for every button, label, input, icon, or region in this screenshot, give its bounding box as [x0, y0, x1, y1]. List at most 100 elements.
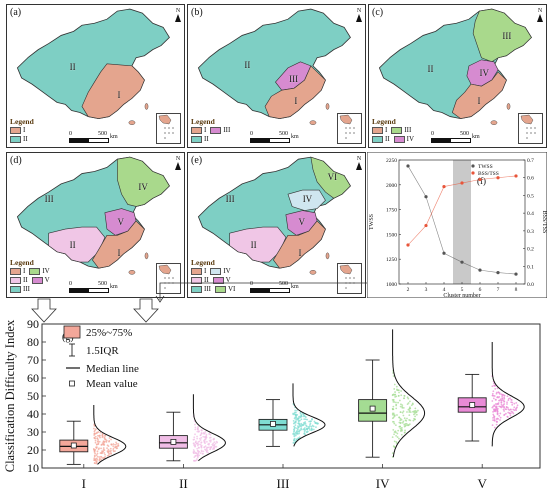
mean-marker [369, 405, 376, 412]
map-legend: Legend I IV II V III [10, 258, 54, 294]
box-group-ii [158, 394, 226, 462]
legend-swatch [210, 127, 222, 134]
region-label: II [427, 63, 434, 74]
north-label: N [356, 156, 362, 162]
map-panel-label: (c) [372, 7, 384, 18]
legend-swatch [191, 136, 202, 143]
region-label: IV [302, 194, 313, 205]
y-tick-label: 60 [27, 371, 39, 385]
legend-item: III [191, 285, 211, 294]
legend-item: IV [29, 267, 50, 276]
scale-tick: 500 [279, 281, 288, 287]
north-arrow-icon: N [537, 8, 543, 22]
map-panel-label: (b) [191, 7, 203, 18]
legend-label: IV [223, 267, 231, 275]
map-panel-a: (a) N II I Legend I II 0 500 km [6, 4, 185, 148]
region-i [81, 63, 145, 119]
legend-label: TWSS [478, 164, 493, 170]
x-tick-label: I [82, 476, 86, 491]
x-tick-label: V [478, 476, 488, 491]
legend-title: Legend [10, 117, 34, 126]
legend-swatch [10, 277, 21, 284]
legend-item: VI [215, 285, 235, 294]
x-tick-label: III [277, 476, 290, 491]
scale-tick: 500 [279, 131, 288, 137]
region-label: II [244, 59, 251, 70]
legend-swatch [10, 286, 21, 293]
map-panel-c: (c) N II III IV I Legend I III II IV 0 500 km [368, 4, 547, 148]
region-iv [287, 189, 326, 211]
scale-bar: 0 500 km [250, 281, 299, 293]
south-china-sea-inset [156, 263, 181, 294]
legend-whisker-label: 1.5IQR [86, 345, 119, 357]
legend-swatch [191, 277, 202, 284]
scale-unit: km [291, 134, 299, 140]
north-label: N [175, 8, 181, 14]
region-label: I [294, 96, 298, 107]
legend-item: III [210, 126, 230, 135]
data-point [478, 177, 482, 182]
y-axis-label: Classification Difficulty Index [3, 319, 17, 472]
scale-bar-graphic [69, 288, 109, 293]
legend-label: III [404, 126, 412, 134]
legend-item: II [191, 135, 209, 144]
legend-item: II [372, 135, 390, 144]
map-drawing [16, 156, 170, 275]
data-point [406, 164, 410, 168]
north-arrow-icon: N [175, 8, 181, 22]
box-group-iii [258, 383, 326, 447]
south-china-sea-inset [337, 113, 362, 144]
scale-tick: 500 [98, 281, 107, 287]
legend-item: IV [210, 267, 231, 276]
legend-marker [471, 171, 475, 175]
data-point [496, 176, 500, 180]
scale-tick: 500 [460, 131, 469, 137]
x-tick-label: II [179, 476, 188, 491]
y-tick-label: 40 [27, 407, 39, 421]
box-legend: 25%~75% 1.5IQR Median line Mean value [63, 325, 139, 390]
y-left-axis-label: TWSS [369, 214, 375, 230]
legend-label: III [204, 285, 211, 293]
north-label: N [356, 8, 362, 14]
south-china-sea-inset [337, 263, 362, 294]
legend-label: BSS/TSS [478, 171, 499, 177]
map-panel-label: (a) [10, 7, 22, 18]
mean-marker [170, 438, 177, 445]
map-panel-d: (d) N III IV II V I Legend I IV II V III 0 500 km [6, 152, 185, 298]
region-ii [229, 226, 287, 263]
mean-marker [270, 421, 276, 427]
y-tick-label: 80 [27, 335, 39, 349]
legend-label: V [44, 276, 50, 284]
density-curve [93, 405, 127, 465]
legend-item: I [372, 126, 387, 135]
y-right-tick-label: 0.1 [527, 264, 534, 270]
region-label: V [117, 216, 125, 227]
density-curve [192, 394, 226, 462]
north-arrow-icon: N [356, 156, 362, 170]
legend-swatch [391, 127, 403, 134]
legend-swatch [215, 286, 226, 293]
data-point [442, 184, 446, 189]
region-label: III [44, 194, 54, 205]
y-tick-label: 70 [27, 353, 39, 367]
classification-difficulty-chart: 10 20 30 40 50 60 70 80 90 Classification Difficu… [3, 317, 541, 491]
scale-unit: km [472, 134, 480, 140]
legend-item: II [191, 276, 209, 285]
y-right-tick-label: 0.5 [527, 193, 534, 199]
legend-label: II [23, 135, 28, 143]
region-label: II [69, 61, 76, 72]
region-iv [117, 156, 170, 207]
legend-swatch [191, 127, 202, 134]
map-legend: Legend I II [10, 117, 34, 144]
legend-swatch [10, 136, 21, 143]
legend-item: II [10, 135, 28, 144]
legend-item: II [10, 276, 28, 285]
scale-unit: km [291, 284, 299, 290]
data-point [424, 195, 428, 199]
x-tick-label: 8 [515, 287, 518, 293]
y-right-tick-label: 0.0 [527, 282, 534, 288]
y-tick-label: 10 [27, 461, 39, 475]
data-point [496, 270, 500, 275]
density-curve [392, 329, 426, 458]
legend-label: I [23, 267, 26, 275]
